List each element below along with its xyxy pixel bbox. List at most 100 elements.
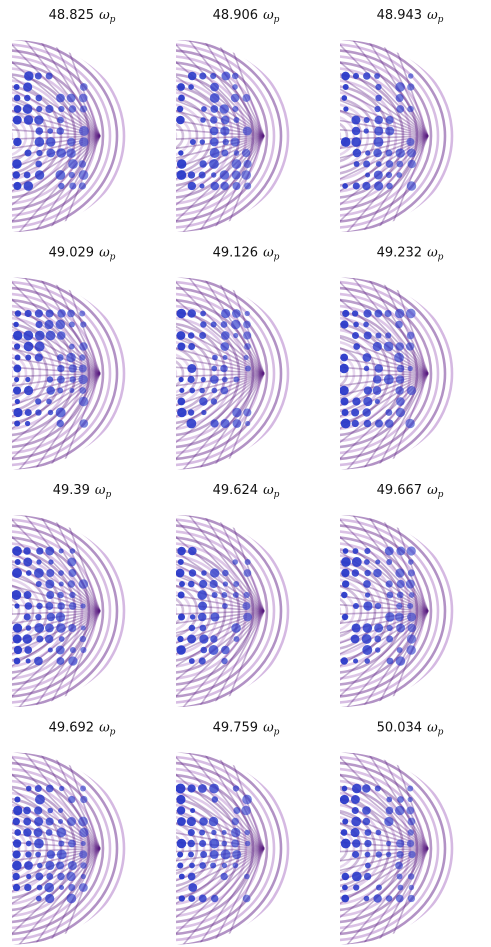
ray [343,610,429,707]
ray [375,40,429,137]
ray [47,277,101,374]
field-spot [351,419,359,428]
field-spot [221,645,230,655]
field-spot [352,548,359,554]
field-spot [220,115,230,125]
ray [176,847,265,855]
field-spot [372,341,382,352]
wave-front [176,108,199,164]
wave-front [340,583,363,639]
field-spot [13,105,22,113]
field-spot [210,612,220,622]
ray [12,568,101,612]
panel-title: 49.692 ωp [49,721,116,738]
field-spot [187,375,195,384]
field-spot [385,851,392,858]
field-spot [12,839,22,848]
wave-front [12,96,49,176]
field-spot [374,115,383,125]
field-spot [13,364,22,373]
field-spot [80,873,86,880]
field-spot [12,546,22,556]
field-spot [79,827,89,838]
field-spot [34,353,43,362]
ray [12,135,101,203]
field-spot [34,341,45,352]
wave-front [176,773,255,924]
ray [176,599,265,612]
field-spot [198,601,208,611]
wave-front [12,316,70,431]
ray [12,372,101,426]
field-spot [80,795,88,804]
field-spot [45,72,53,80]
field-spot [35,580,42,588]
field-spot [187,634,197,644]
wave-front [176,832,185,865]
field-spot [230,93,240,103]
field-spot [36,635,44,643]
wave-front [12,838,14,859]
field-spot [233,636,240,642]
ray [176,40,265,137]
field-spot [66,352,76,363]
wave-front [176,84,227,188]
wave-front [176,559,227,663]
field-spot [374,73,380,79]
field-spot [231,839,240,848]
field-spot [56,331,66,340]
field-spot [188,883,198,892]
wave-front [340,108,363,164]
ray [12,515,101,612]
field-spot [187,784,196,793]
field-spot [352,602,360,610]
wave-front [176,304,248,443]
field-spot [220,364,228,373]
wave-front [12,90,56,182]
field-spot [57,818,63,825]
field-spot [243,159,252,169]
ray [43,373,101,470]
field-spot [242,94,251,102]
field-spot [45,309,54,318]
field-spot [186,418,197,429]
frequency: 49.232 [377,246,423,261]
field-spot [407,602,414,610]
field-spot [24,408,32,417]
field-spot [12,872,20,881]
wave-front [12,755,112,942]
field-spot [198,657,206,665]
field-spot [342,84,349,90]
field-spot [45,602,54,610]
field-spot [79,850,88,859]
field-spot [351,623,361,633]
wave-front [340,559,391,663]
wave-front [340,96,377,176]
field-spot [209,148,220,158]
field-spot [58,807,64,814]
field-spot [386,796,393,803]
wave-front [176,755,276,942]
panel-title: 48.906 ωp [213,8,280,25]
field-spot [47,409,54,416]
ray [12,93,101,137]
wave-front [12,102,42,170]
field-spot [340,418,351,429]
field-spot [340,657,348,665]
field-spot [12,386,22,395]
field-spot [45,784,54,793]
wave-front [12,48,105,224]
ray [43,135,101,232]
field-spot [375,829,382,836]
ray [197,752,265,849]
field-spot [57,387,64,394]
panel-title: 48.825 ωp [49,8,116,25]
ray [176,277,265,374]
field-spot [375,83,382,91]
field-spot [23,806,31,815]
field-spot [13,805,23,816]
field-spot [386,635,394,643]
field-spot [210,568,220,578]
ray [340,847,429,945]
field-spot [221,603,228,609]
